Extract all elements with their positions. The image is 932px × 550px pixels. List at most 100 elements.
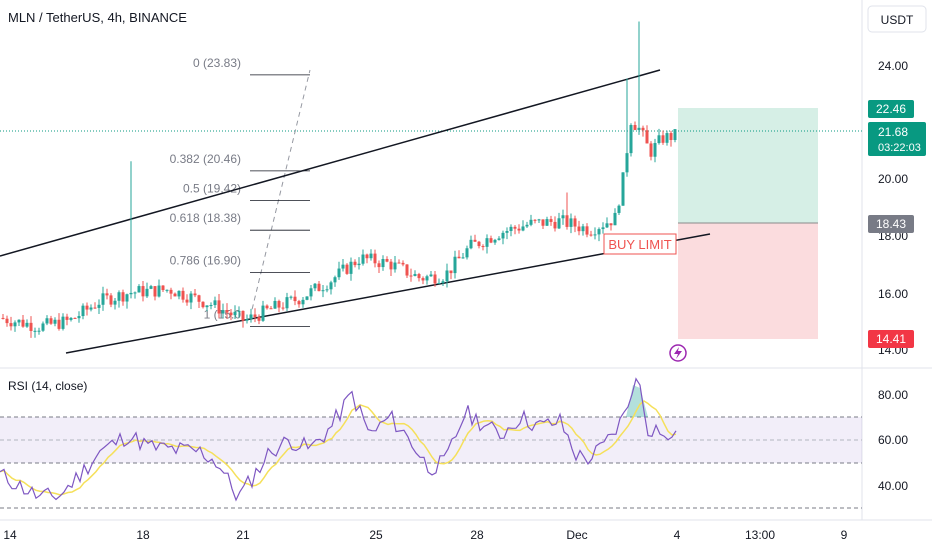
candle-body <box>545 219 549 226</box>
candle-body <box>493 239 497 243</box>
candle-body <box>65 316 69 320</box>
candle-body <box>337 268 341 278</box>
candle-body <box>629 125 633 154</box>
candle-body <box>485 238 489 247</box>
candle-body <box>81 305 85 317</box>
candle-body <box>469 239 473 249</box>
candle-body <box>413 274 417 276</box>
candle-body <box>349 261 353 274</box>
candle-body <box>193 293 197 296</box>
svg-text:14.41: 14.41 <box>876 332 906 346</box>
candle-body <box>477 241 481 247</box>
candle-body <box>109 295 113 305</box>
fib-level-label: 1 (15.0 <box>204 308 242 322</box>
candle-body <box>505 231 509 233</box>
candle-body <box>93 307 97 309</box>
candle-body <box>165 289 169 291</box>
candle-body <box>253 314 257 318</box>
price-tick: 24.00 <box>878 59 908 73</box>
candle-body <box>317 283 321 292</box>
buy-limit-order[interactable]: BUY LIMIT <box>603 233 677 255</box>
time-label: 9 <box>841 528 848 542</box>
candle-body <box>357 263 361 266</box>
lightning-icon[interactable] <box>669 344 687 362</box>
candle-body <box>501 232 505 239</box>
candle-body <box>397 262 401 264</box>
candle-body <box>321 290 325 292</box>
candle-body <box>61 316 65 329</box>
candle-body <box>113 300 117 305</box>
time-label: 18 <box>136 528 150 542</box>
candle-body <box>217 300 221 314</box>
currency-button[interactable]: USDT <box>867 5 927 33</box>
candle-body <box>481 246 485 248</box>
candle-body <box>141 286 145 297</box>
candle-body <box>229 312 233 316</box>
candle-body <box>49 318 53 324</box>
candle-body <box>189 293 193 303</box>
candle-body <box>293 296 297 302</box>
fib-retracement[interactable]: 0 (23.83) 0.382 (20.46) 0.5 (19.42) 0.618 (… <box>170 56 311 327</box>
candle-body <box>385 259 389 262</box>
time-label: 4 <box>674 528 681 542</box>
candle-body <box>5 318 9 324</box>
target-price-badge: 22.46 <box>868 100 914 118</box>
time-label: 25 <box>369 528 383 542</box>
stop-zone[interactable] <box>678 223 818 339</box>
candle-body <box>369 253 373 259</box>
rsi-tick: 40.00 <box>878 479 908 493</box>
candle-body <box>565 215 569 227</box>
candle-body <box>401 262 405 265</box>
candle-body <box>145 288 149 297</box>
time-label: 28 <box>470 528 484 542</box>
fib-level-label: 0.618 (18.38) <box>170 211 241 225</box>
candle-body <box>345 264 349 274</box>
price-tick: 20.00 <box>878 172 908 186</box>
time-label: 14 <box>3 528 17 542</box>
candle-body <box>137 286 141 293</box>
fib-level-label: 0.5 (19.42) <box>183 182 241 196</box>
price-tick: 16.00 <box>878 287 908 301</box>
candle-body <box>17 319 21 323</box>
rsi-tick: 60.00 <box>878 433 908 447</box>
candle-body <box>13 322 17 327</box>
candle-body <box>521 226 525 231</box>
candle-body <box>393 262 397 270</box>
rsi-ma-line <box>0 400 677 496</box>
candle-body <box>9 323 13 327</box>
candle-body <box>621 172 625 206</box>
candle-body <box>41 323 45 331</box>
candle-body <box>561 215 565 219</box>
candle-body <box>149 286 153 289</box>
candle-body <box>153 286 157 297</box>
candle-body <box>601 227 605 230</box>
fib-level-label: 0.382 (20.46) <box>170 152 241 166</box>
candle-body <box>665 133 669 143</box>
channel-upper-line[interactable] <box>0 69 661 257</box>
candle-body <box>237 310 241 312</box>
candle-body <box>389 261 393 270</box>
target-zone[interactable] <box>678 108 818 223</box>
buy-limit-label: BUY LIMIT <box>608 237 671 252</box>
candle-body <box>569 218 573 227</box>
candle-body <box>269 308 273 310</box>
candle-body <box>661 135 665 143</box>
candle-body <box>673 129 677 140</box>
candle-body <box>429 274 433 277</box>
channel-lower-line[interactable] <box>65 233 711 354</box>
fib-level-label: 0 (23.83) <box>193 56 241 70</box>
stop-price-badge: 14.41 <box>868 330 914 348</box>
candle-body <box>613 212 617 226</box>
rsi-pane[interactable]: RSI (14, close) <box>0 377 862 509</box>
candle-body <box>45 318 49 324</box>
candle-body <box>1 317 5 319</box>
currency-label: USDT <box>881 13 914 27</box>
candle-body <box>473 239 477 242</box>
candle-body <box>121 292 125 302</box>
candle-body <box>577 226 581 232</box>
candle-body <box>245 319 249 321</box>
entry-price-badge: 18.43 <box>868 215 914 233</box>
candle-body <box>517 228 521 231</box>
rsi-line <box>0 377 677 502</box>
